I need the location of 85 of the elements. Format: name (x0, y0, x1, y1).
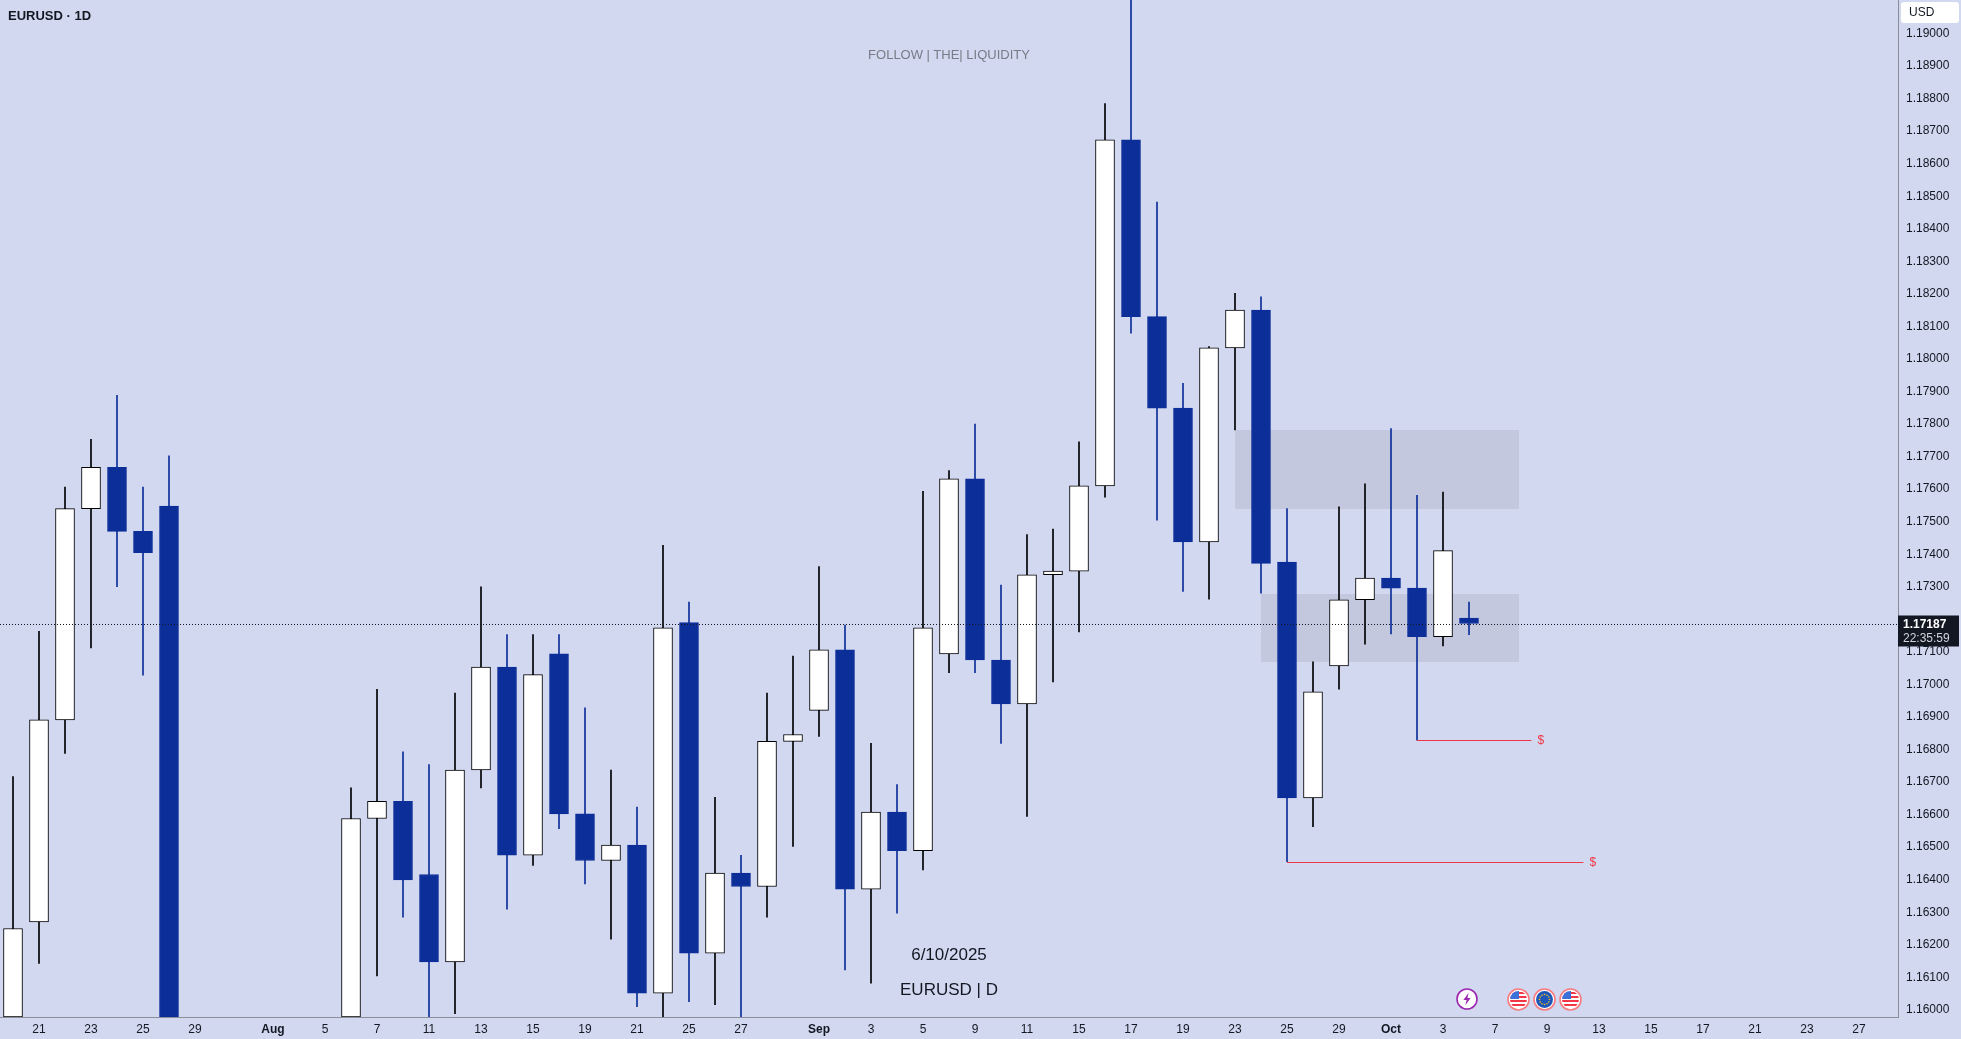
y-tick-label: 1.17000 (1906, 676, 1950, 691)
x-tick-label: 19 (578, 1021, 592, 1036)
ref-line-label: $ (1537, 733, 1545, 748)
x-tick-label: 13 (474, 1021, 488, 1036)
x-tick-label: 7 (1491, 1021, 1499, 1036)
candlestick (81, 439, 101, 649)
x-tick-label: 3 (867, 1021, 875, 1036)
y-tick-label: 1.17800 (1906, 416, 1950, 431)
y-tick-label: 1.16300 (1906, 904, 1950, 919)
x-tick-label: 17 (1696, 1021, 1710, 1036)
y-tick-label: 1.16900 (1906, 709, 1950, 724)
y-tick-label: 1.18700 (1906, 123, 1950, 138)
candlestick (1043, 528, 1063, 683)
y-tick-label: 1.16700 (1906, 774, 1950, 789)
y-tick-label: 1.19000 (1906, 25, 1950, 40)
y-tick-label: 1.16400 (1906, 871, 1950, 886)
y-axis-title: USD (1909, 5, 1935, 20)
y-tick-label: 1.16100 (1906, 969, 1950, 984)
x-tick-label: 5 (321, 1021, 329, 1036)
x-tick-label: 17 (1124, 1021, 1138, 1036)
x-tick-label: 9 (971, 1021, 979, 1036)
x-tick-label: 19 (1176, 1021, 1190, 1036)
x-tick-label: Oct (1380, 1021, 1402, 1036)
candlestick (1381, 428, 1401, 635)
y-tick-label: 1.18400 (1906, 221, 1950, 236)
candlestick (1459, 601, 1479, 635)
y-tick-label: 1.17900 (1906, 383, 1950, 398)
y-tick-label: 1.16600 (1906, 806, 1950, 821)
x-tick-label: 11 (1020, 1021, 1034, 1036)
y-tick-label: 1.18300 (1906, 253, 1950, 268)
y-tick-label: 1.18900 (1906, 58, 1950, 73)
y-tick-label: 1.18100 (1906, 318, 1950, 333)
y-tick-label: 1.18800 (1906, 90, 1950, 105)
candlestick (1407, 494, 1427, 741)
x-tick-label: 3 (1439, 1021, 1447, 1036)
x-tick-label: Aug (261, 1021, 285, 1036)
x-tick-label: 25 (136, 1021, 150, 1036)
x-tick-label: 9 (1543, 1021, 1551, 1036)
x-tick-label: 5 (919, 1021, 927, 1036)
y-tick-label: 1.17400 (1906, 546, 1950, 561)
candlestick (1355, 483, 1375, 645)
x-tick-label: 29 (1332, 1021, 1346, 1036)
y-tick-label: 1.17100 (1906, 644, 1950, 659)
x-tick-label: 29 (188, 1021, 202, 1036)
x-tick-label: 15 (1644, 1021, 1658, 1036)
y-tick-label: 1.17500 (1906, 513, 1950, 528)
text: 22:35:59 (1903, 630, 1951, 645)
candlestick (731, 854, 751, 1017)
y-tick-label: 1.17300 (1906, 579, 1950, 594)
ref-line-label: 1.17187 (1903, 616, 1947, 631)
candlestick (133, 486, 153, 676)
x-tick-label: 23 (84, 1021, 98, 1036)
text: FOLLOW | THE| LIQUIDITY (868, 46, 1031, 62)
annotation: 6/10/2025 (911, 944, 987, 964)
y-tick-label: 1.16200 (1906, 937, 1950, 952)
y-tick-label: 1.16800 (1906, 741, 1950, 756)
candlestick (601, 769, 621, 940)
x-tick-label: 7 (373, 1021, 381, 1036)
x-tick-label: 21 (630, 1021, 644, 1036)
x-tick-label: 23 (1800, 1021, 1814, 1036)
annotation: EURUSD | D (900, 979, 998, 999)
y-tick-label: 1.18000 (1906, 351, 1950, 366)
y-tick-label: 1.16500 (1906, 839, 1950, 854)
x-tick-label: Sep (807, 1021, 831, 1036)
x-tick-label: 11 (422, 1021, 436, 1036)
x-tick-label: 13 (1592, 1021, 1606, 1036)
x-tick-label: 25 (682, 1021, 696, 1036)
y-tick-label: 1.16000 (1906, 1002, 1950, 1017)
x-tick-label: 15 (1072, 1021, 1086, 1036)
x-tick-label: 27 (1852, 1021, 1866, 1036)
ref-line-label: $ (1589, 855, 1597, 870)
y-tick-label: 1.18500 (1906, 188, 1950, 203)
x-tick-label: 21 (32, 1021, 46, 1036)
text: EURUSD · 1D (8, 7, 92, 23)
y-tick-label: 1.17600 (1906, 481, 1950, 496)
x-tick-label: 23 (1228, 1021, 1242, 1036)
candlestick (783, 655, 803, 847)
y-tick-label: 1.18200 (1906, 286, 1950, 301)
y-tick-label: 1.17700 (1906, 448, 1950, 463)
x-tick-label: 27 (734, 1021, 748, 1036)
y-tick-label: 1.18600 (1906, 156, 1950, 171)
x-tick-label: 21 (1748, 1021, 1762, 1036)
x-tick-label: 25 (1280, 1021, 1294, 1036)
x-tick-label: 15 (526, 1021, 540, 1036)
candlestick (367, 688, 387, 977)
